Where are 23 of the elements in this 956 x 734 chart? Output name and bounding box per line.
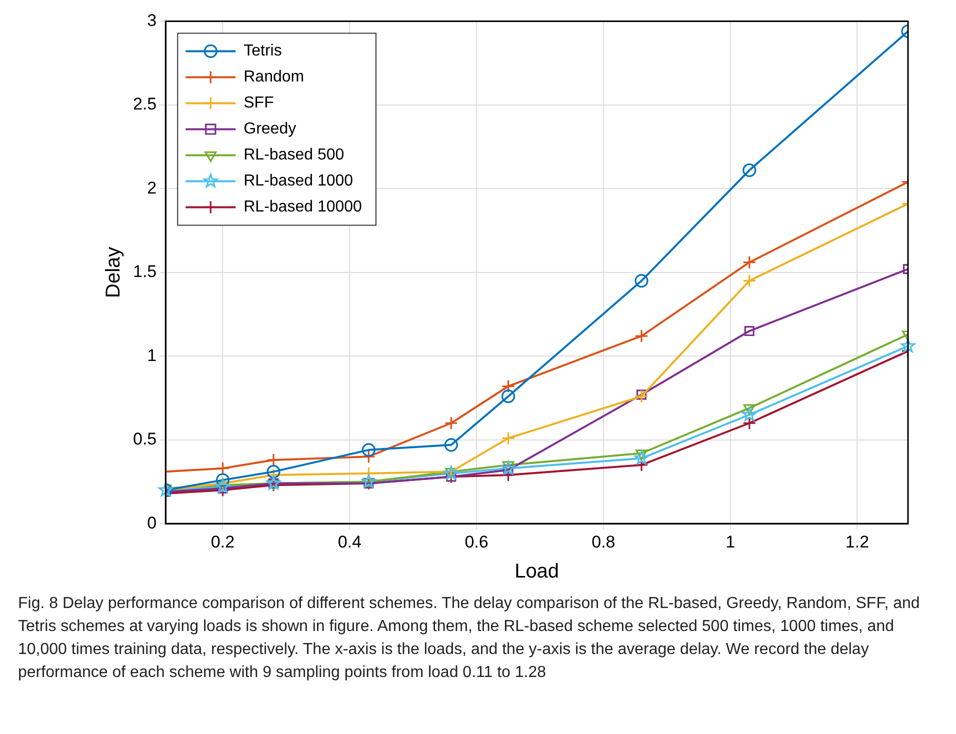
y-axis-title: Delay (102, 246, 125, 298)
caption: Fig. 8 Delay performance comparison of different schemes. The delay comparison of the RL-based, Greedy, Random, SFF, and Tetris schemes at varying loads is shown in figure. Among them, the RL-based scheme selected 500 times, 1000 times, and 10,000 times training data, respectively. The x-axis is the loads, and the y-axis is the average delay. We record the delay performance of each scheme with 9 sampling points from load 0.11 to 1.28 (17, 594, 921, 683)
legend-label: RL-based 10000 (244, 198, 362, 216)
y-tick-label: 1.5 (132, 262, 157, 282)
legend-label: RL-based 1000 (244, 172, 354, 190)
x-tick-label: 0.8 (592, 532, 616, 552)
x-tick-label: 1.2 (845, 532, 870, 552)
legend-label: Greedy (244, 120, 296, 138)
legend-label: Tetris (244, 42, 282, 60)
y-tick-label: 1 (147, 346, 157, 365)
y-tick-label: 2 (147, 178, 157, 198)
y-tick-label: 0.5 (132, 430, 157, 449)
x-axis-title: Load (514, 560, 560, 583)
y-tick-label: 0 (147, 513, 157, 532)
legend-label: Random (244, 68, 304, 86)
x-tick-label: 0.4 (338, 532, 362, 552)
x-tick-label: 1 (726, 532, 736, 552)
x-tick-label: 0.2 (210, 532, 235, 552)
legend-label: SFF (244, 94, 274, 112)
y-tick-label: 3 (147, 10, 157, 30)
x-tick-label: 0.6 (464, 532, 488, 552)
y-tick-label: 2.5 (132, 94, 157, 114)
legend-label: RL-based 500 (244, 146, 344, 164)
